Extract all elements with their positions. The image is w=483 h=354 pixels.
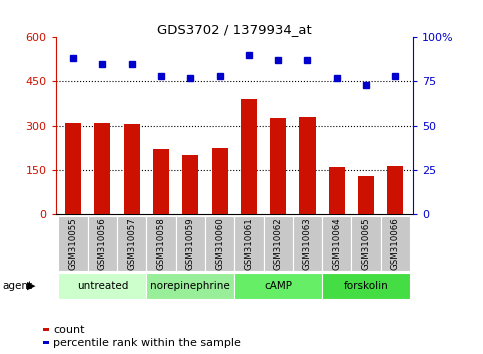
Text: GSM310061: GSM310061: [244, 218, 254, 270]
Bar: [58, 273, 146, 299]
Bar: [234, 216, 264, 271]
Text: untreated: untreated: [77, 281, 128, 291]
Title: GDS3702 / 1379934_at: GDS3702 / 1379934_at: [157, 23, 312, 36]
Bar: [270, 118, 286, 214]
Text: GSM310059: GSM310059: [186, 218, 195, 270]
Bar: [329, 167, 345, 214]
Bar: [182, 155, 199, 214]
Text: norepinephrine: norepinephrine: [150, 281, 230, 291]
Bar: [322, 273, 410, 299]
Bar: [58, 216, 88, 271]
Bar: [94, 123, 111, 214]
Bar: [352, 216, 381, 271]
Text: GSM310055: GSM310055: [69, 218, 78, 270]
Text: percentile rank within the sample: percentile rank within the sample: [53, 338, 241, 348]
Bar: [264, 216, 293, 271]
Bar: [381, 216, 410, 271]
Text: count: count: [53, 325, 85, 335]
Text: GSM310058: GSM310058: [156, 218, 166, 270]
Bar: [205, 216, 234, 271]
Text: GSM310066: GSM310066: [391, 218, 400, 270]
Text: GSM310057: GSM310057: [127, 218, 136, 270]
Bar: [146, 216, 176, 271]
Text: GSM310060: GSM310060: [215, 218, 224, 270]
Text: ▶: ▶: [27, 281, 35, 291]
Text: GSM310056: GSM310056: [98, 218, 107, 270]
Bar: [124, 124, 140, 214]
Text: agent: agent: [2, 281, 32, 291]
Text: forskolin: forskolin: [344, 281, 388, 291]
Bar: [153, 149, 169, 214]
Text: cAMP: cAMP: [264, 281, 292, 291]
Bar: [88, 216, 117, 271]
Text: GSM310064: GSM310064: [332, 218, 341, 270]
Bar: [293, 216, 322, 271]
Text: GSM310065: GSM310065: [362, 218, 370, 270]
Bar: [299, 118, 315, 214]
Text: GSM310063: GSM310063: [303, 218, 312, 270]
Text: GSM310062: GSM310062: [274, 218, 283, 270]
Bar: [322, 216, 352, 271]
Bar: [146, 273, 234, 299]
Bar: [387, 166, 403, 214]
Bar: [241, 99, 257, 214]
Bar: [65, 123, 81, 214]
Bar: [234, 273, 322, 299]
Bar: [212, 148, 227, 214]
Bar: [358, 176, 374, 214]
Bar: [117, 216, 146, 271]
Bar: [176, 216, 205, 271]
